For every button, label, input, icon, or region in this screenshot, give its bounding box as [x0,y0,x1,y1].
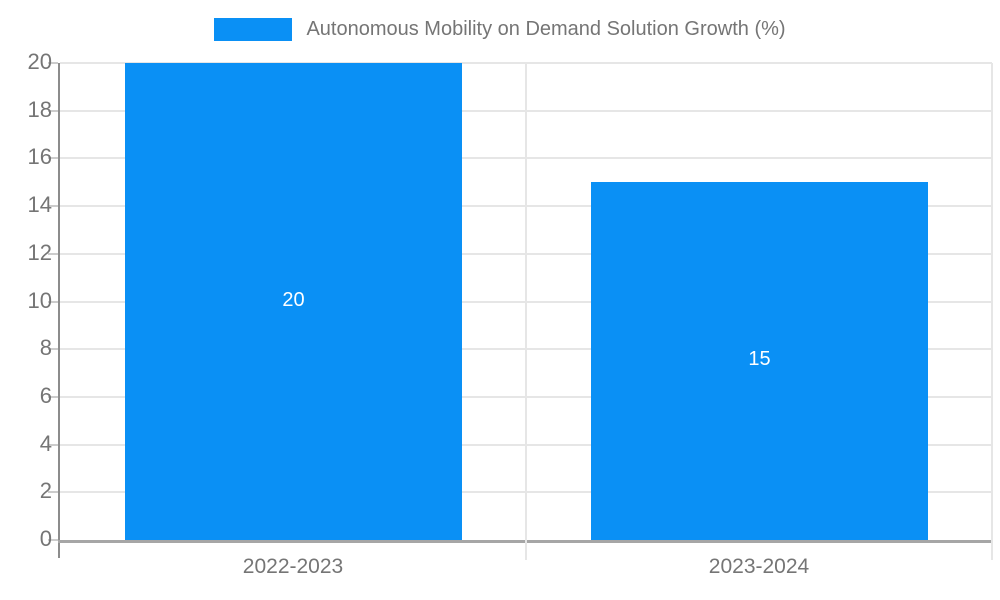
x-tick-mark [525,540,527,560]
y-tick-mark [48,252,58,255]
plot-area: 20 15 [48,62,993,560]
category-divider-line [525,63,527,540]
y-axis-label-6: 6 [39,382,52,408]
y-axis-label-2: 2 [39,478,52,504]
bar-value-label: 20 [282,289,305,311]
legend-swatch [214,18,293,41]
bar-2023-2024: 15 [591,182,928,540]
y-tick-mark [48,491,58,494]
y-axis-label-8: 8 [39,335,52,361]
y-tick-mark [48,300,58,303]
y-tick-mark [48,205,58,208]
y-axis-label-0: 0 [39,526,52,551]
bar-value-label: 15 [748,348,771,370]
bar-2022-2023: 20 [125,63,462,540]
y-axis-label-16: 16 [27,144,52,170]
legend-label: Autonomous Mobility on Demand Solution G… [306,18,786,40]
y-tick-mark [48,539,58,541]
x-tick-mark [991,540,993,560]
y-axis-label-12: 12 [27,239,52,265]
y-axis-line [58,63,60,558]
y-tick-mark [48,348,58,351]
x-axis-label-2022-2023: 2022-2023 [242,555,344,578]
y-axis-label-20: 20 [27,49,52,74]
y-axis-label-18: 18 [27,96,52,122]
y-axis-label-14: 14 [27,192,52,218]
legend: Autonomous Mobility on Demand Solution G… [0,18,1000,41]
y-tick-mark [48,62,58,64]
plot-right-border [991,63,993,540]
y-tick-mark [48,395,58,398]
y-tick-mark [48,443,58,446]
y-tick-mark [48,157,58,160]
y-axis-label-4: 4 [39,430,52,456]
y-axis-label-10: 10 [27,287,52,313]
x-axis-label-2023-2024: 2023-2024 [708,555,810,578]
y-tick-mark [48,109,58,112]
